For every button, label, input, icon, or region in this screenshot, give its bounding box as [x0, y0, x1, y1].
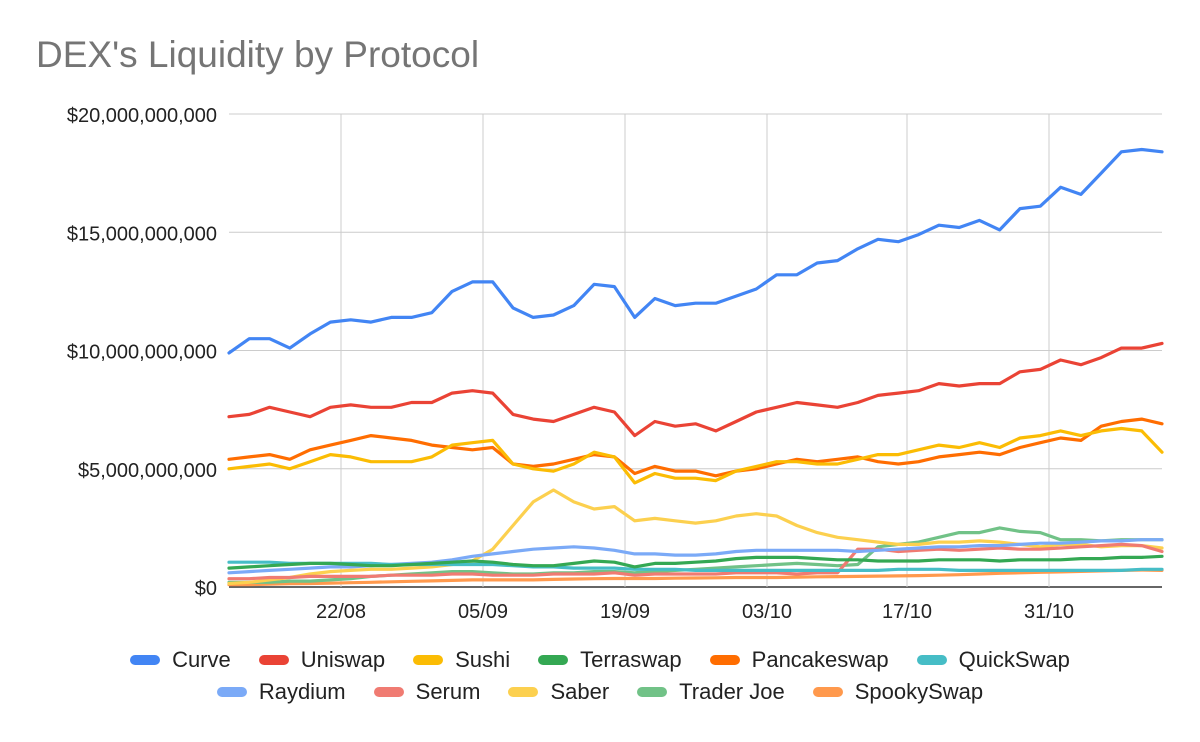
- y-tick-label: $10,000,000,000: [67, 342, 217, 364]
- x-tick-label: 31/10: [1024, 601, 1074, 623]
- legend-swatch: [508, 687, 539, 697]
- series-line-curve: [227, 147, 1164, 355]
- legend-label: Trader Joe: [679, 679, 785, 704]
- legend-item-pancakeswap: Pancakeswap: [709, 647, 889, 673]
- legend-label: Terraswap: [580, 647, 682, 672]
- legend-row-1: Curve Uniswap Sushi Terraswap Pancakeswap Qui…: [0, 647, 1200, 673]
- legend-item-terraswap: Terraswap: [538, 647, 682, 673]
- legend-swatch: [812, 687, 843, 697]
- legend-label: Raydium: [258, 679, 346, 704]
- series-line-sushi: [227, 426, 1164, 485]
- legend-label: QuickSwap: [958, 647, 1070, 672]
- chart-title: DEX's Liquidity by Protocol: [36, 34, 480, 75]
- y-tick-label: $15,000,000,000: [67, 223, 217, 245]
- x-tick-label: 17/10: [882, 601, 932, 623]
- series-line-uniswap: [227, 341, 1164, 438]
- legend-swatch: [258, 655, 289, 665]
- legend-label: Curve: [172, 647, 231, 672]
- legend-item-trader-joe: Trader Joe: [637, 679, 785, 705]
- legend-swatch: [373, 687, 404, 697]
- series-line-pancakeswap: [227, 417, 1164, 478]
- legend-item-raydium: Raydium: [216, 679, 346, 705]
- series-line-serum: [227, 542, 1164, 581]
- legend-swatch: [130, 655, 161, 665]
- legend-item-sushi: Sushi: [413, 647, 510, 673]
- series-line-saber: [227, 488, 1164, 586]
- series-line-terraswap: [227, 554, 1164, 570]
- legend-row-2: Raydium Serum Saber Trader Joe SpookySwap: [0, 679, 1200, 705]
- legend-label: Pancakeswap: [751, 647, 889, 672]
- y-tick-label: $5,000,000,000: [78, 460, 217, 482]
- legend-swatch: [709, 655, 740, 665]
- series-line-spookyswap: [227, 568, 1164, 587]
- x-tick-label: 22/08: [316, 601, 366, 623]
- legend-swatch: [413, 655, 444, 665]
- legend-item-curve: Curve: [130, 647, 231, 673]
- legend-label: Saber: [550, 679, 610, 704]
- x-tick-label: 19/09: [600, 601, 650, 623]
- legend-label: Uniswap: [300, 647, 386, 672]
- legend-item-serum: Serum: [373, 679, 481, 705]
- y-tick-label: $0: [195, 578, 217, 600]
- legend-swatch: [216, 687, 247, 697]
- legend-swatch: [916, 655, 947, 665]
- legend-item-saber: Saber: [508, 679, 609, 705]
- legend-item-uniswap: Uniswap: [258, 647, 386, 673]
- legend-swatch: [637, 687, 668, 697]
- legend-label: SpookySwap: [854, 679, 984, 704]
- legend-item-quickswap: QuickSwap: [916, 647, 1070, 673]
- y-tick-label: $20,000,000,000: [67, 105, 217, 127]
- legend-swatch: [538, 655, 569, 665]
- legend-item-spookyswap: SpookySwap: [812, 679, 984, 705]
- legend-label: Serum: [415, 679, 481, 704]
- legend-label: Sushi: [455, 647, 511, 672]
- x-tick-label: 05/09: [458, 601, 508, 623]
- x-tick-label: 03/10: [742, 601, 792, 623]
